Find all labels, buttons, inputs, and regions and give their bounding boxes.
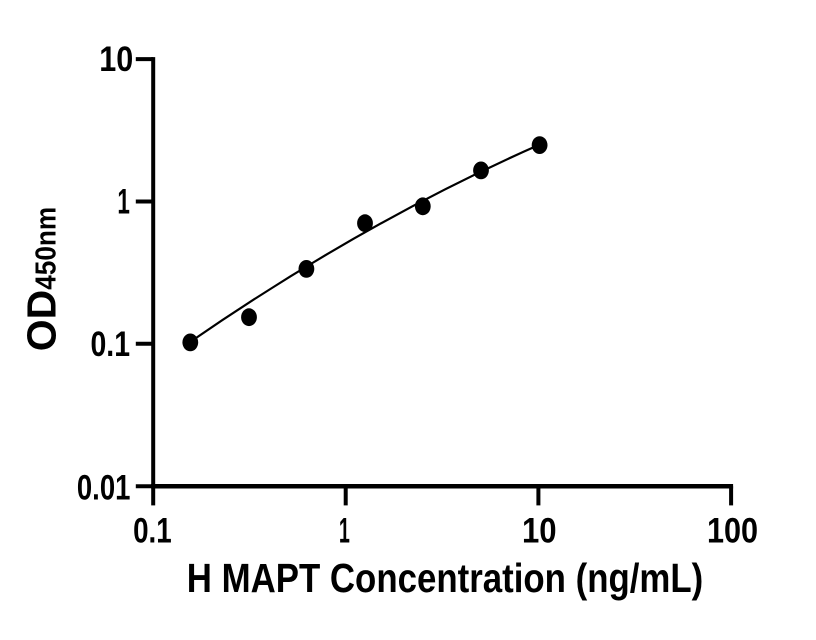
svg-text:10: 10 [522, 512, 557, 551]
svg-text:OD450nm: OD450nm [19, 207, 65, 352]
svg-text:0.1: 0.1 [133, 512, 172, 551]
svg-text:H MAPT Concentration (ng/mL): H MAPT Concentration (ng/mL) [187, 555, 704, 601]
svg-text:0.01: 0.01 [77, 469, 131, 508]
svg-text:0.1: 0.1 [91, 325, 131, 364]
svg-text:1: 1 [117, 183, 130, 222]
svg-text:1: 1 [339, 512, 350, 551]
svg-text:10: 10 [99, 40, 133, 79]
svg-text:100: 100 [707, 512, 758, 551]
